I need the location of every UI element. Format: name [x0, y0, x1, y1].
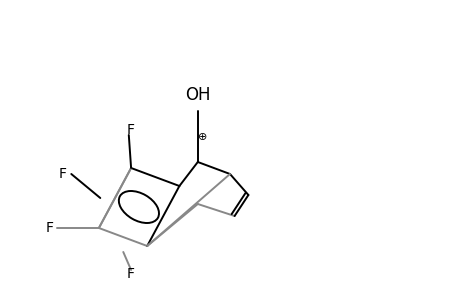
Text: ⊕: ⊕: [197, 131, 207, 142]
Text: F: F: [127, 268, 135, 281]
Text: F: F: [127, 123, 135, 136]
Text: OH: OH: [185, 85, 210, 103]
Text: F: F: [45, 221, 53, 235]
Text: F: F: [59, 167, 67, 181]
